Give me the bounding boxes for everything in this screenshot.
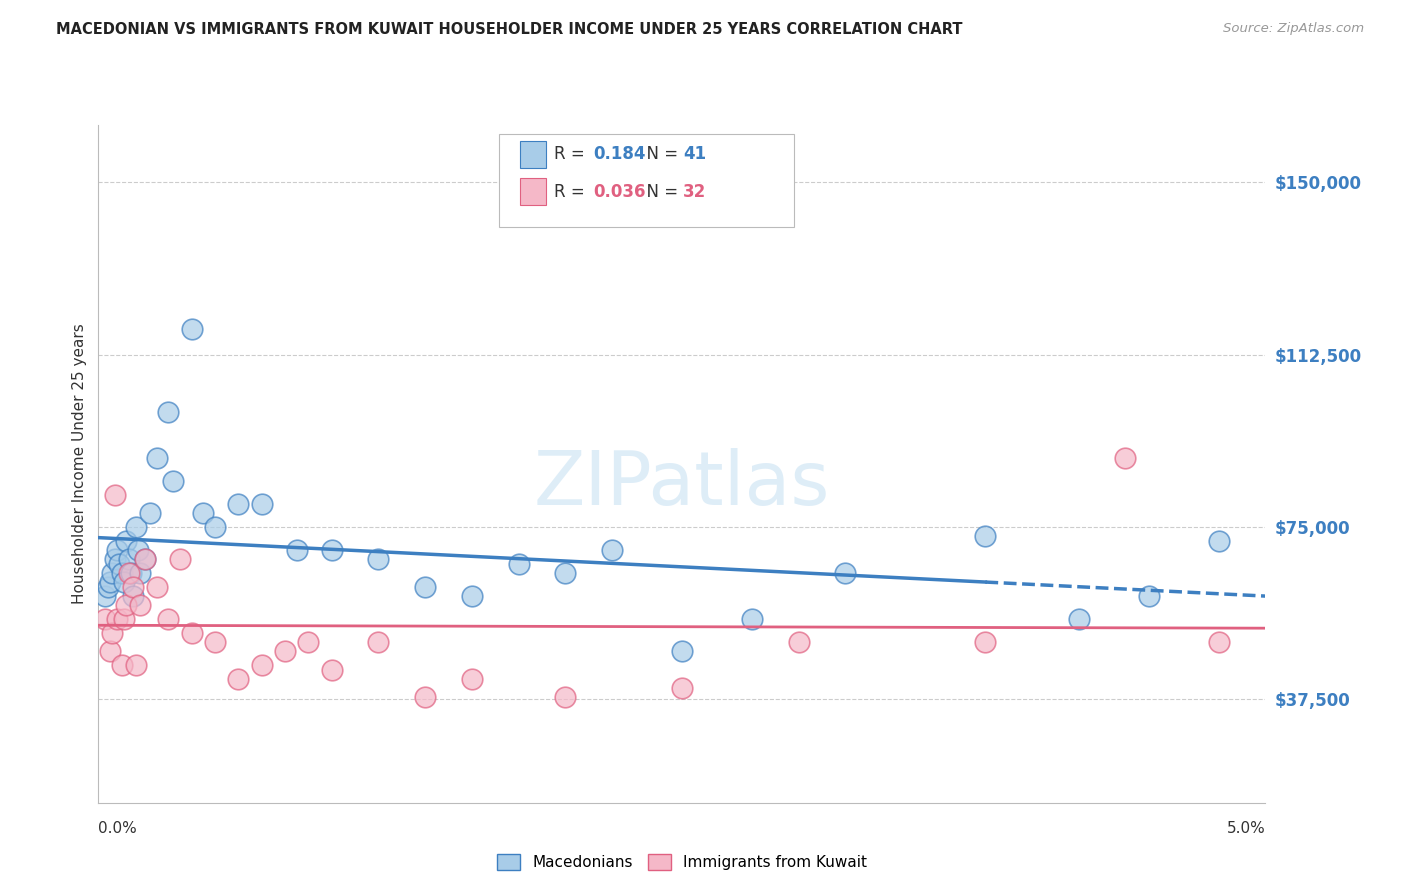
Point [974,529,997,543]
Point [250,657,273,672]
Point [134,552,156,566]
Point [367,635,389,649]
Point [193,506,215,520]
Text: ZIPatlas: ZIPatlas [534,448,830,521]
Point [787,635,810,649]
Point [974,635,997,649]
Text: 0.184: 0.184 [593,145,645,163]
Point [367,552,389,566]
Point [413,690,436,704]
Point [115,533,138,548]
Point [321,663,343,677]
Point [834,566,856,580]
Point [1067,612,1090,626]
Point [180,322,202,336]
Point [111,657,134,672]
Point [98,575,121,590]
Point [297,635,319,649]
Point [94,589,117,603]
Text: 5.0%: 5.0% [1226,822,1265,836]
Text: MACEDONIAN VS IMMIGRANTS FROM KUWAIT HOUSEHOLDER INCOME UNDER 25 YEARS CORRELATI: MACEDONIAN VS IMMIGRANTS FROM KUWAIT HOU… [56,22,963,37]
Point [461,672,484,686]
Point [101,566,124,580]
Text: 0.0%: 0.0% [98,822,138,836]
Point [508,557,530,571]
Point [146,580,169,594]
Point [285,543,308,558]
Point [554,690,576,704]
Text: 41: 41 [683,145,706,163]
Point [554,566,576,580]
Point [101,625,124,640]
Point [118,566,141,580]
Text: Source: ZipAtlas.com: Source: ZipAtlas.com [1223,22,1364,36]
Point [104,552,127,566]
Point [146,451,169,466]
Point [250,497,273,511]
Point [120,566,142,580]
Point [97,580,120,594]
Point [180,625,202,640]
Point [122,580,145,594]
Point [671,681,693,695]
Point [98,644,121,658]
Point [112,575,135,590]
Point [127,543,149,558]
Point [169,552,191,566]
Point [122,589,145,603]
Point [1208,635,1230,649]
Point [413,580,436,594]
Point [228,672,250,686]
Point [1137,589,1160,603]
Point [134,552,156,566]
Point [741,612,763,626]
Point [104,488,127,502]
Point [157,612,180,626]
Point [115,598,138,612]
Point [600,543,623,558]
Point [111,566,134,580]
Point [125,657,148,672]
Point [94,612,117,626]
Point [1114,451,1136,466]
Point [321,543,343,558]
Point [274,644,297,658]
Point [129,566,152,580]
Text: R =: R = [554,183,591,201]
Y-axis label: Householder Income Under 25 years: Householder Income Under 25 years [72,324,87,604]
Point [112,612,135,626]
Point [157,405,180,419]
Text: N =: N = [636,145,683,163]
Point [1208,533,1230,548]
Point [162,474,184,488]
Point [125,520,148,534]
Point [105,543,128,558]
Text: N =: N = [636,183,683,201]
Point [129,598,152,612]
Point [461,589,484,603]
Text: 0.036: 0.036 [593,183,645,201]
Text: 32: 32 [683,183,707,201]
Text: R =: R = [554,145,591,163]
Point [204,520,226,534]
Point [139,506,162,520]
Point [118,552,141,566]
Point [228,497,250,511]
Legend: Macedonians, Immigrants from Kuwait: Macedonians, Immigrants from Kuwait [491,848,873,877]
Point [204,635,226,649]
Point [671,644,693,658]
Point [105,612,128,626]
Point [108,557,131,571]
